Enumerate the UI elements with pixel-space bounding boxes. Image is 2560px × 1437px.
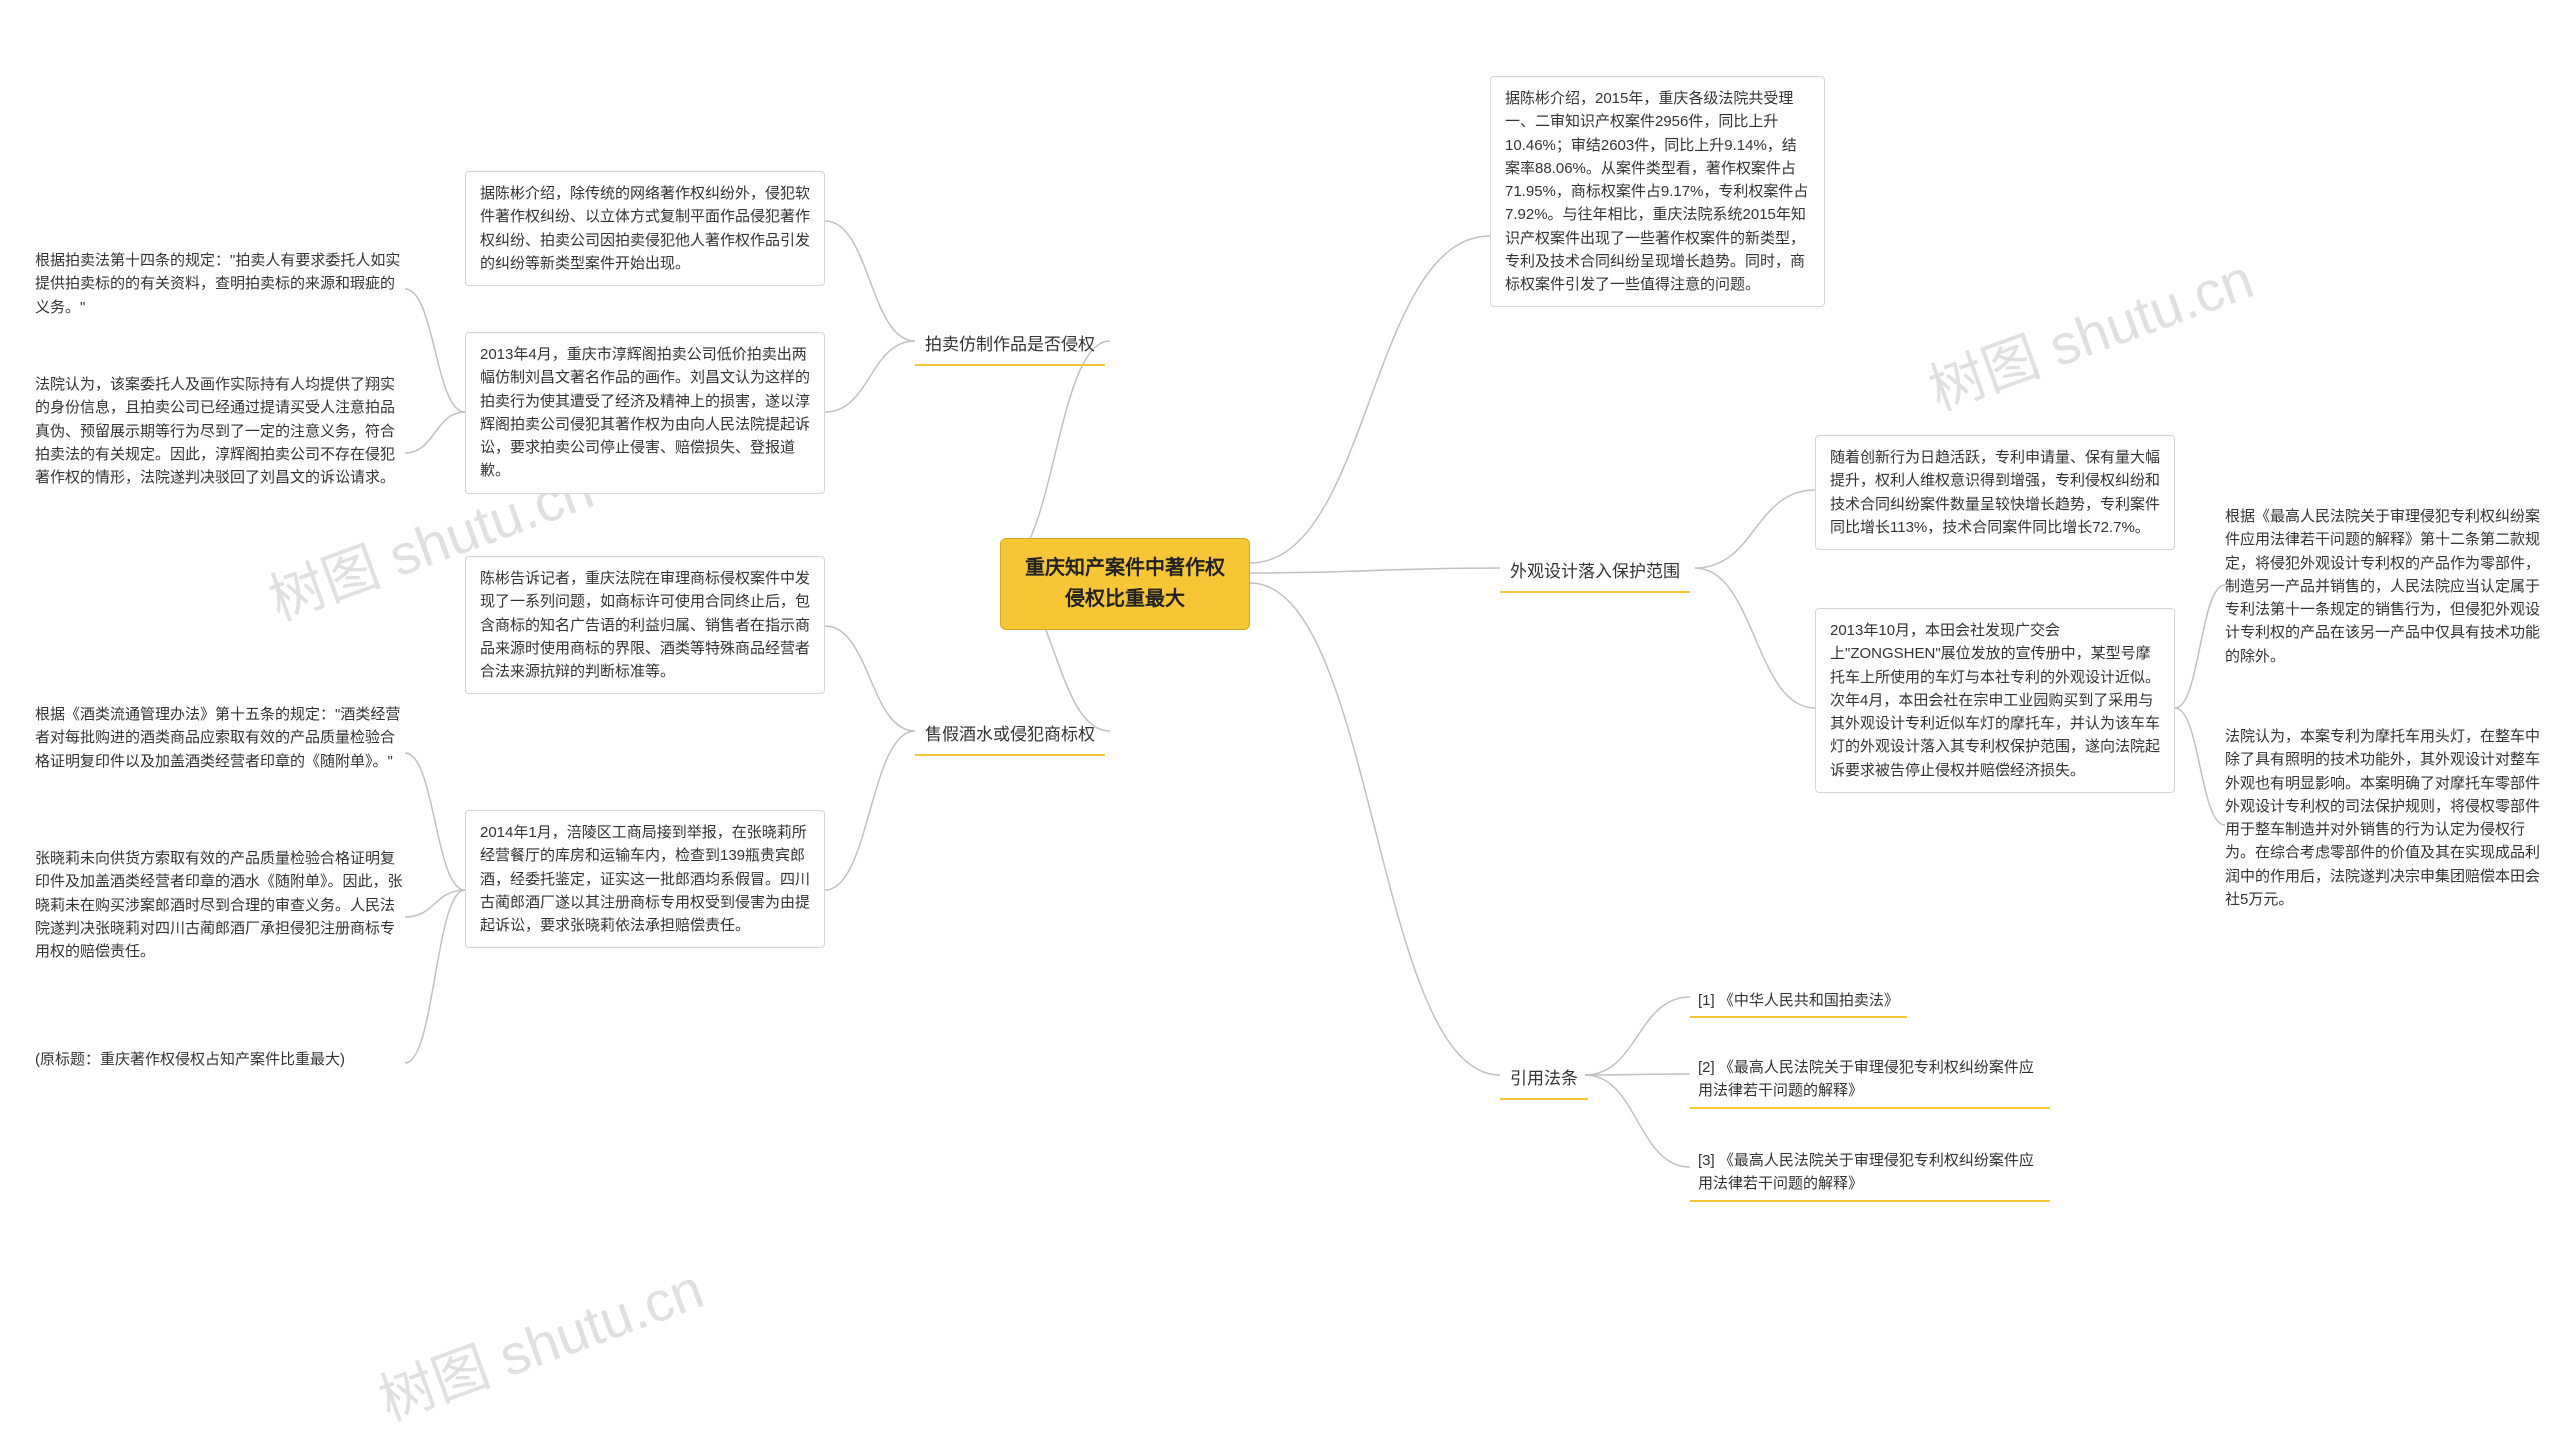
leaf-b3-3a: 根据《最高人民法院关于审理侵犯专利权纠纷案件应用法律若干问题的解释》第十二条第二… bbox=[2225, 505, 2540, 668]
watermark: 树图 shutu.cn bbox=[1916, 234, 2263, 426]
leaf-b1-1: 据陈彬介绍，除传统的网络著作权纠纷外，侵犯软件著作权纠纷、以立体方式复制平面作品… bbox=[465, 171, 825, 286]
branch-b3-text: 外观设计落入保护范围 bbox=[1510, 562, 1680, 581]
leaf-b4-2: [2] 《最高人民法院关于审理侵犯专利权纠纷案件应用法律若干问题的解释》 bbox=[1690, 1052, 2050, 1109]
leaf-b3-2: 2013年10月，本田会社发现广交会上"ZONGSHEN"展位发放的宣传册中，某… bbox=[1815, 608, 2175, 793]
leaf-b1-3a: 根据拍卖法第十四条的规定："拍卖人有要求委托人如实提供拍卖标的的有关资料，查明拍… bbox=[35, 249, 405, 319]
leaf-b3-2-text: 2013年10月，本田会社发现广交会上"ZONGSHEN"展位发放的宣传册中，某… bbox=[1830, 622, 2160, 779]
leaf-b2-3a-text: 根据《酒类流通管理办法》第十五条的规定："酒类经营者对每批购进的酒类商品应索取有… bbox=[35, 706, 400, 770]
leaf-b1-1-text: 据陈彬介绍，除传统的网络著作权纠纷外，侵犯软件著作权纠纷、以立体方式复制平面作品… bbox=[480, 185, 810, 272]
leaf-b2-3c-text: (原标题：重庆著作权侵权占知产案件比重最大) bbox=[35, 1051, 345, 1068]
leaf-b2-2-text: 2014年1月，涪陵区工商局接到举报，在张晓莉所经营餐厅的库房和运输车内，检查到… bbox=[480, 824, 810, 934]
leaf-b2-3b: 张晓莉未向供货方索取有效的产品质量检验合格证明复印件及加盖酒类经营者印章的酒水《… bbox=[35, 847, 405, 963]
intro-leaf: 据陈彬介绍，2015年，重庆各级法院共受理一、二审知识产权案件2956件，同比上… bbox=[1490, 76, 1825, 307]
leaf-b3-3b-text: 法院认为，本案专利为摩托车用头灯，在整车中除了具有照明的技术功能外，其外观设计对… bbox=[2225, 728, 2540, 908]
branch-b4: 引用法条 bbox=[1500, 1060, 1588, 1100]
connector-lines bbox=[0, 0, 2560, 1356]
leaf-b1-3b: 法院认为，该案委托人及画作实际持有人均提供了翔实的身份信息，且拍卖公司已经通过提… bbox=[35, 373, 405, 489]
leaf-b1-2-text: 2013年4月，重庆市淳辉阁拍卖公司低价拍卖出两幅仿制刘昌文著名作品的画作。刘昌… bbox=[480, 346, 810, 479]
leaf-b1-3a-text: 根据拍卖法第十四条的规定："拍卖人有要求委托人如实提供拍卖标的的有关资料，查明拍… bbox=[35, 252, 400, 316]
leaf-b4-3-text: [3] 《最高人民法院关于审理侵犯专利权纠纷案件应用法律若干问题的解释》 bbox=[1698, 1152, 2034, 1192]
leaf-b2-1: 陈彬告诉记者，重庆法院在审理商标侵权案件中发现了一系列问题，如商标许可使用合同终… bbox=[465, 556, 825, 694]
leaf-b2-1-text: 陈彬告诉记者，重庆法院在审理商标侵权案件中发现了一系列问题，如商标许可使用合同终… bbox=[480, 570, 810, 680]
branch-b4-text: 引用法条 bbox=[1510, 1069, 1578, 1088]
watermark: 树图 shutu.cn bbox=[366, 1244, 713, 1436]
root-node-text: 重庆知产案件中著作权侵权比重最大 bbox=[1025, 557, 1225, 610]
leaf-b3-3b: 法院认为，本案专利为摩托车用头灯，在整车中除了具有照明的技术功能外，其外观设计对… bbox=[2225, 725, 2540, 911]
leaf-b4-1: [1] 《中华人民共和国拍卖法》 bbox=[1690, 985, 1907, 1018]
branch-b2: 售假酒水或侵犯商标权 bbox=[915, 716, 1105, 756]
branch-b1-text: 拍卖仿制作品是否侵权 bbox=[925, 335, 1095, 354]
root-node: 重庆知产案件中著作权侵权比重最大 bbox=[1000, 538, 1250, 630]
branch-b2-text: 售假酒水或侵犯商标权 bbox=[925, 725, 1095, 744]
leaf-b3-3a-text: 根据《最高人民法院关于审理侵犯专利权纠纷案件应用法律若干问题的解释》第十二条第二… bbox=[2225, 508, 2540, 665]
leaf-b2-3a: 根据《酒类流通管理办法》第十五条的规定："酒类经营者对每批购进的酒类商品应索取有… bbox=[35, 703, 405, 773]
branch-b1: 拍卖仿制作品是否侵权 bbox=[915, 326, 1105, 366]
leaf-b1-3b-text: 法院认为，该案委托人及画作实际持有人均提供了翔实的身份信息，且拍卖公司已经通过提… bbox=[35, 376, 395, 486]
leaf-b2-3c: (原标题：重庆著作权侵权占知产案件比重最大) bbox=[35, 1048, 405, 1071]
leaf-b4-1-text: [1] 《中华人民共和国拍卖法》 bbox=[1698, 992, 1899, 1009]
leaf-b3-1-text: 随着创新行为日趋活跃，专利申请量、保有量大幅提升，权利人维权意识得到增强，专利侵… bbox=[1830, 449, 2160, 536]
branch-b3: 外观设计落入保护范围 bbox=[1500, 553, 1690, 593]
leaf-b2-3b-text: 张晓莉未向供货方索取有效的产品质量检验合格证明复印件及加盖酒类经营者印章的酒水《… bbox=[35, 850, 403, 960]
intro-leaf-text: 据陈彬介绍，2015年，重庆各级法院共受理一、二审知识产权案件2956件，同比上… bbox=[1505, 90, 1808, 293]
leaf-b3-1: 随着创新行为日趋活跃，专利申请量、保有量大幅提升，权利人维权意识得到增强，专利侵… bbox=[1815, 435, 2175, 550]
leaf-b2-2: 2014年1月，涪陵区工商局接到举报，在张晓莉所经营餐厅的库房和运输车内，检查到… bbox=[465, 810, 825, 948]
leaf-b4-2-text: [2] 《最高人民法院关于审理侵犯专利权纠纷案件应用法律若干问题的解释》 bbox=[1698, 1059, 2034, 1099]
leaf-b4-3: [3] 《最高人民法院关于审理侵犯专利权纠纷案件应用法律若干问题的解释》 bbox=[1690, 1145, 2050, 1202]
leaf-b1-2: 2013年4月，重庆市淳辉阁拍卖公司低价拍卖出两幅仿制刘昌文著名作品的画作。刘昌… bbox=[465, 332, 825, 494]
